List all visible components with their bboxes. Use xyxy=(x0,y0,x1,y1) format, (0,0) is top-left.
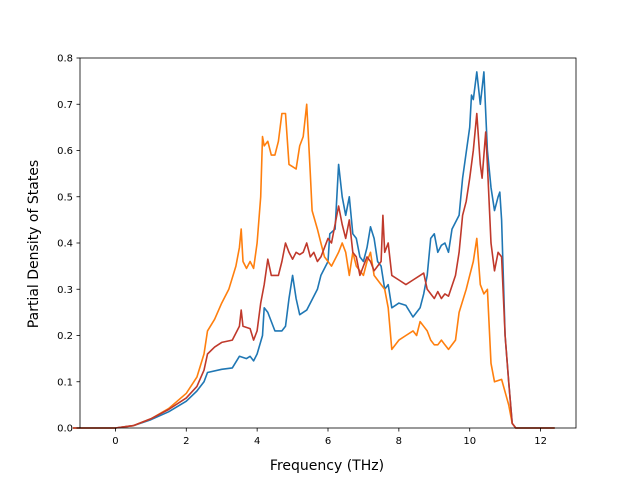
y-tick-label: 0.1 xyxy=(57,377,73,388)
series-line-2 xyxy=(72,103,555,429)
y-tick-label: 0.5 xyxy=(57,192,73,203)
x-tick-label: 0 xyxy=(112,436,118,447)
x-tick-label: 6 xyxy=(325,436,331,447)
x-axis-ticks: 0 2 4 6 8 10 12 xyxy=(112,428,547,447)
plot-lines xyxy=(72,71,555,429)
y-axis-ticks: 0.0 0.1 0.2 0.3 0.4 0.5 0.6 0.7 0.8 xyxy=(57,54,80,435)
y-tick-label: 0.4 xyxy=(57,239,73,250)
y-tick-label: 0.8 xyxy=(57,54,73,65)
x-tick-label: 8 xyxy=(396,436,402,447)
x-tick-label: 4 xyxy=(254,436,260,447)
x-tick-label: 2 xyxy=(183,436,189,447)
x-axis-label: Frequency (THz) xyxy=(270,458,384,474)
x-tick-label: 10 xyxy=(463,436,476,447)
y-tick-label: 0.6 xyxy=(57,146,73,157)
y-tick-label: 0.0 xyxy=(57,424,73,435)
y-tick-label: 0.2 xyxy=(57,331,73,342)
y-tick-label: 0.3 xyxy=(57,285,73,296)
x-tick-label: 12 xyxy=(534,436,547,447)
y-tick-label: 0.7 xyxy=(57,100,73,111)
y-axis-label: Partial Density of States xyxy=(26,160,42,328)
series-line-3 xyxy=(72,112,555,429)
series-line-1 xyxy=(72,71,555,429)
